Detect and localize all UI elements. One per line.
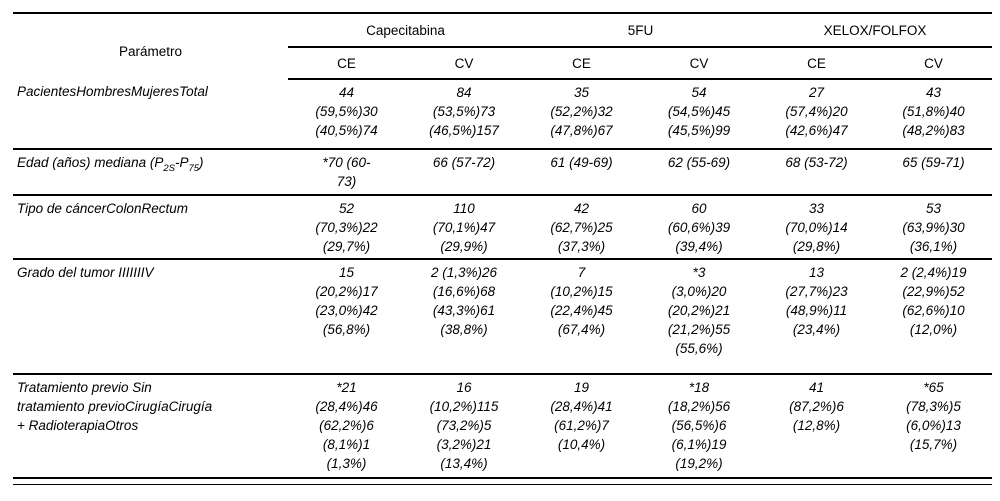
edad-label-prefix: Edad (años) mediana (P <box>17 155 164 170</box>
data-cell: 62 (55-69) <box>640 148 759 195</box>
data-cell: 15 (20,2%)17 (23,0%)42 (56,8%) <box>288 258 405 375</box>
data-cell: 16 (10,2%)115 (73,2%)5 (3,2%)21 (13,4%) <box>405 373 523 479</box>
data-cell: 110 (70,1%)47 (29,9%) <box>405 193 523 260</box>
patient-characteristics-table: Parámetro Capecitabina 5FU XELOX/FOLFOX … <box>13 12 993 480</box>
data-cell: 66 (57-72) <box>405 148 523 195</box>
data-cell: 68 (53-72) <box>758 148 876 195</box>
data-cell: 53 (63,9%)30 (36,1%) <box>875 193 993 260</box>
table-row-grado-tumor: Grado del tumor IIIIIIIV 15 (20,2%)17 (2… <box>13 258 993 375</box>
clinical-table-container: Parámetro Capecitabina 5FU XELOX/FOLFOX … <box>13 12 993 486</box>
data-cell: 44 (59,5%)30 (40,5%)74 <box>315 85 378 138</box>
table-row-pacientes: PacientesHombresMujeresTotal 44 (59,5%)3… <box>13 79 992 149</box>
data-cell: 7 (10,2%)15 (22,4%)45 (67,4%) <box>523 258 640 375</box>
data-cell: 35 (52,2%)32 (47,8%)67 <box>550 85 613 138</box>
param-label-tratamiento-previo: Tratamiento previo Sin tratamiento previ… <box>13 373 288 479</box>
group-header-capecitabina: Capecitabina <box>288 13 523 48</box>
table-row-tipo-cancer: Tipo de cáncerColonRectum 52 (70,3%)22 (… <box>13 193 993 260</box>
subheader-row: CE CV CE CV CE CV <box>13 47 993 80</box>
edad-subscript-75: 75 <box>188 163 200 174</box>
column-header-cv-5fu: CV <box>640 47 759 80</box>
edad-subscript-2s: 2S <box>163 163 175 174</box>
param-label-edad: Edad (años) mediana (P2S-P75) <box>13 148 288 195</box>
column-header-ce-5fu: CE <box>523 47 640 80</box>
data-cell: 42 (62,7%)25 (37,3%) <box>523 193 640 260</box>
column-header-cv-capecitabina: CV <box>405 47 523 80</box>
data-cell: 2 (2,4%)19 (22,9%)52 (62,6%)10 (12,0%) <box>875 258 993 375</box>
data-cell: 13 (27,7%)23 (48,9%)11 (23,4%) <box>758 258 876 375</box>
data-cell: 54 (54,5%)45 (45,5%)99 <box>667 85 731 138</box>
data-cell: *18 (18,2%)56 (56,5%)6 (6,1%)19 (19,2%) <box>640 373 759 479</box>
data-cell: 52 (70,3%)22 (29,7%) <box>288 193 405 260</box>
group-header-5fu: 5FU <box>523 13 759 48</box>
table-row-edad: Edad (años) mediana (P2S-P75) *70 (60- 7… <box>13 148 993 195</box>
param-label-grado-tumor: Grado del tumor IIIIIIIV <box>13 258 288 375</box>
data-cell: *3 (3,0%)20 (20,2%)21 (21,2%)55 (55,6%) <box>640 258 759 375</box>
data-cell: *65 (78,3%)5 (6,0%)13 (15,7%) <box>875 373 993 479</box>
data-cell: *70 (60- 73) <box>288 148 405 195</box>
data-cell: 41 (87,2%)6 (12,8%) <box>758 373 876 479</box>
data-cell: 33 (70,0%)14 (29,8%) <box>758 193 876 260</box>
group-header-row: Parámetro Capecitabina 5FU XELOX/FOLFOX <box>13 13 993 59</box>
data-cell: *21 (28,4%)46 (62,2%)6 (8,1%)1 (1,3%) <box>288 373 405 479</box>
param-label-tipo-cancer: Tipo de cáncerColonRectum <box>13 193 288 260</box>
edad-label-mid: -P <box>174 155 189 170</box>
data-cell: 2 (1,3%)26 (16,6%)68 (43,3%)61 (38,8%) <box>405 258 523 375</box>
table-row-tratamiento-previo: Tratamiento previo Sin tratamiento previ… <box>13 373 993 479</box>
data-cell: 60 (60,6%)39 (39,4%) <box>640 193 759 260</box>
column-header-cv-xelox: CV <box>875 47 993 80</box>
param-label-pacientes: PacientesHombresMujeresTotal <box>17 84 208 99</box>
column-header-ce-capecitabina: CE <box>288 47 405 80</box>
data-cell: 61 (49-69) <box>523 148 640 195</box>
column-header-parametro: Parámetro <box>118 43 183 59</box>
group-header-xelox-folfox: XELOX/FOLFOX <box>758 13 993 48</box>
column-header-ce-xelox: CE <box>758 47 876 80</box>
data-cell: 65 (59-71) <box>875 148 993 195</box>
data-cell: 43 (51,8%)40 (48,2%)83 <box>902 85 965 138</box>
data-cell: 84 (53,5%)73 (46,5%)157 <box>429 85 499 138</box>
data-cell: 19 (28,4%)41 (61,2%)7 (10,4%) <box>523 373 640 479</box>
data-cell: 27 (57,4%)20 (42,6%)47 <box>785 85 848 138</box>
edad-label-suffix: ) <box>199 155 204 170</box>
